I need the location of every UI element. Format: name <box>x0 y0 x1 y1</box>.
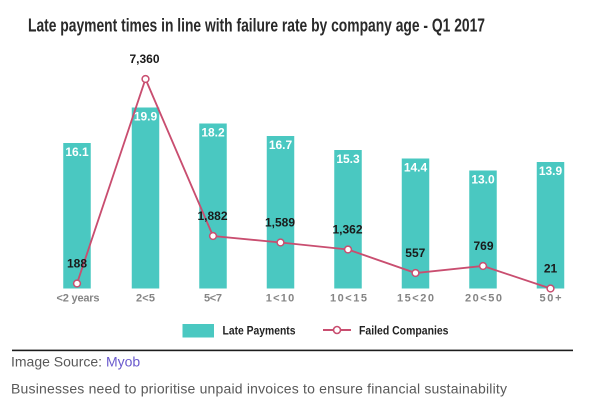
svg-text:15.3: 15.3 <box>336 152 360 166</box>
svg-text:2<5: 2<5 <box>136 293 155 305</box>
svg-text:Late payment times in line wit: Late payment times in line with failure … <box>28 16 485 36</box>
svg-text:Image Source: Myob: Image Source: Myob <box>11 354 140 370</box>
svg-text:16.7: 16.7 <box>269 138 293 152</box>
svg-text:1,589: 1,589 <box>265 216 295 230</box>
svg-text:Failed Companies: Failed Companies <box>359 324 449 338</box>
svg-text:557: 557 <box>405 246 425 260</box>
svg-text:1<10: 1<10 <box>266 293 295 305</box>
svg-text:15<20: 15<20 <box>397 293 434 305</box>
svg-text:<2 years: <2 years <box>57 293 100 305</box>
svg-text:10<15: 10<15 <box>330 293 367 305</box>
svg-text:7,360: 7,360 <box>129 52 159 66</box>
svg-text:188: 188 <box>67 257 87 271</box>
svg-text:19.9: 19.9 <box>134 110 158 124</box>
svg-text:21: 21 <box>544 262 558 276</box>
svg-text:18.2: 18.2 <box>201 126 225 140</box>
svg-text:Businesses need to prioritise: Businesses need to prioritise unpaid inv… <box>11 381 507 397</box>
svg-text:5<7: 5<7 <box>204 293 222 305</box>
svg-text:20<50: 20<50 <box>465 293 502 305</box>
svg-text:16.1: 16.1 <box>65 145 89 159</box>
svg-text:13.9: 13.9 <box>539 164 563 178</box>
svg-text:Late Payments: Late Payments <box>223 324 296 338</box>
svg-text:14.4: 14.4 <box>404 161 428 175</box>
svg-text:50+: 50+ <box>540 293 562 305</box>
svg-text:1,882: 1,882 <box>197 209 227 223</box>
svg-text:13.0: 13.0 <box>471 173 495 187</box>
svg-text:769: 769 <box>473 239 493 253</box>
svg-text:1,362: 1,362 <box>332 223 362 237</box>
